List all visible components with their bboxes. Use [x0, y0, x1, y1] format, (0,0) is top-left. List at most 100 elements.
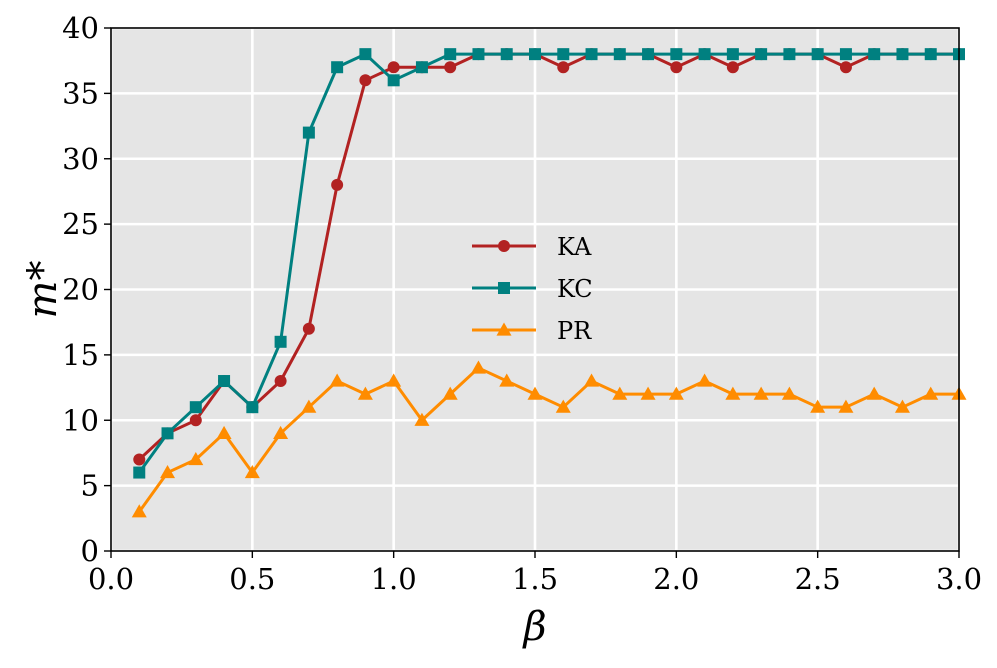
axis-ticks: 0.0 0.5 1.0 1.5 2.0 2.5 3.0 0 5 10 15 20 25 30 35 40 — [62, 11, 982, 596]
series-line-pr — [138, 366, 959, 513]
legend-item-pr: PR — [472, 317, 592, 345]
data-point-pr — [131, 504, 147, 518]
data-point-pr — [668, 386, 684, 400]
data-point-kc — [585, 48, 598, 61]
x-tick-label: 0.5 — [229, 562, 275, 596]
legend-marker — [498, 240, 510, 252]
series-pr — [131, 360, 967, 518]
data-point-pr — [527, 386, 543, 400]
y-tick-label: 5 — [81, 469, 99, 503]
data-point-kc — [161, 427, 174, 440]
x-tick-label: 3.0 — [936, 562, 982, 596]
data-point-kc — [387, 74, 400, 87]
data-point-pr — [640, 386, 656, 400]
data-point-pr — [810, 399, 826, 413]
data-point-ka — [359, 74, 372, 87]
data-point-kc — [896, 48, 909, 61]
data-point-kc — [133, 466, 146, 479]
y-tick-label: 10 — [62, 403, 99, 437]
data-point-pr — [499, 373, 515, 387]
data-point-kc — [302, 126, 315, 139]
y-tick-label: 25 — [62, 207, 99, 241]
data-point-pr — [866, 386, 882, 400]
data-point-pr — [160, 465, 176, 479]
data-series — [131, 48, 967, 518]
data-point-kc — [868, 48, 881, 61]
legend-label: KC — [557, 275, 593, 303]
x-tick-label: 2.0 — [653, 562, 699, 596]
data-point-kc — [359, 48, 372, 61]
data-point-kc — [529, 48, 541, 61]
y-tick-label: 0 — [81, 534, 99, 568]
data-point-ka — [274, 375, 287, 388]
data-point-pr — [329, 373, 345, 387]
data-point-ka — [670, 61, 683, 74]
data-point-ka — [331, 178, 344, 191]
x-tick-label: 1.5 — [512, 562, 558, 596]
data-point-pr — [188, 451, 204, 466]
data-point-kc — [670, 48, 683, 61]
data-point-pr — [584, 373, 600, 387]
y-tick-label: 20 — [62, 273, 99, 307]
data-point-pr — [781, 386, 797, 400]
data-point-pr — [357, 386, 373, 400]
data-point-kc — [444, 48, 457, 61]
data-point-kc — [726, 48, 739, 61]
x-tick-label: 2.5 — [795, 562, 841, 596]
data-point-kc — [246, 401, 259, 414]
data-point-pr — [216, 425, 232, 439]
data-point-ka — [387, 61, 400, 74]
data-point-kc — [274, 335, 287, 348]
data-point-ka — [839, 61, 852, 74]
x-axis-label: β — [521, 604, 546, 650]
legend-marker — [496, 322, 512, 336]
data-point-pr — [923, 386, 939, 400]
data-point-pr — [838, 399, 854, 413]
data-point-kc — [783, 48, 796, 61]
x-tick-label: 1.0 — [371, 562, 417, 596]
data-point-pr — [612, 386, 628, 400]
data-point-pr — [697, 373, 713, 387]
data-point-pr — [244, 465, 260, 479]
series-kc — [133, 48, 965, 479]
legend-marker — [498, 282, 510, 294]
data-point-kc — [557, 48, 570, 61]
data-point-pr — [753, 386, 769, 400]
data-point-kc — [415, 61, 428, 74]
legend-label: KA — [557, 233, 592, 261]
data-point-ka — [133, 453, 146, 466]
data-point-pr — [414, 412, 430, 426]
legend: KA KC PR — [472, 233, 593, 345]
data-point-kc — [811, 48, 824, 61]
data-point-ka — [557, 61, 570, 74]
data-point-pr — [301, 399, 317, 413]
data-point-kc — [500, 48, 513, 61]
legend-label: PR — [557, 317, 592, 345]
data-point-kc — [755, 48, 768, 61]
data-point-ka — [302, 322, 315, 335]
data-point-pr — [894, 399, 910, 413]
data-point-pr — [725, 386, 741, 400]
x-tick-label: 0.0 — [88, 562, 134, 596]
legend-item-kc: KC — [472, 275, 593, 303]
y-tick-label: 15 — [62, 338, 99, 372]
y-tick-label: 30 — [62, 142, 99, 176]
data-point-pr — [386, 373, 402, 387]
data-point-ka — [726, 61, 739, 74]
y-tick-label: 35 — [62, 76, 99, 110]
y-tick-label: 40 — [62, 11, 99, 45]
data-point-ka — [444, 61, 457, 74]
y-axis-label: m* — [20, 261, 66, 319]
data-point-pr — [555, 399, 571, 413]
data-point-kc — [698, 48, 711, 61]
data-point-kc — [642, 48, 655, 61]
data-point-kc — [613, 48, 626, 61]
data-point-kc — [472, 48, 485, 61]
legend-item-ka: KA — [472, 233, 592, 261]
data-point-ka — [189, 414, 202, 427]
data-point-pr — [442, 386, 458, 400]
data-point-kc — [189, 401, 202, 414]
data-point-pr — [273, 425, 289, 439]
